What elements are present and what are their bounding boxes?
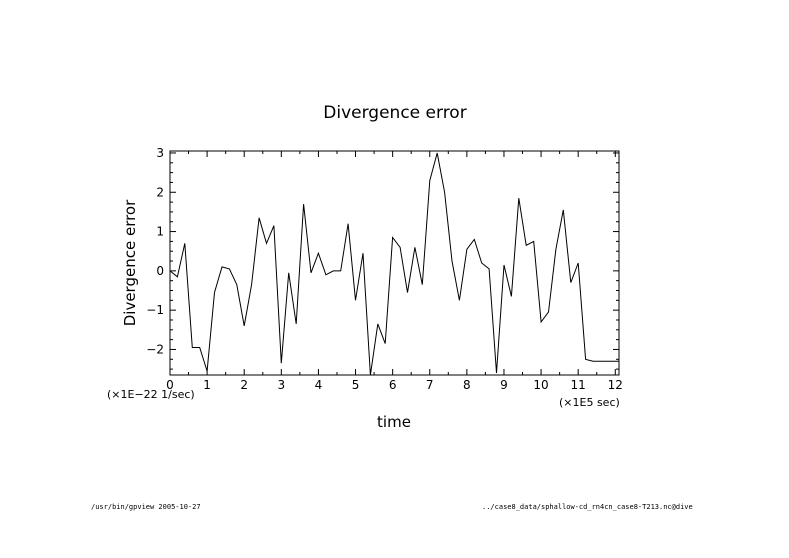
x-tick-label: 5 <box>352 378 360 392</box>
x-tick-label: 8 <box>463 378 471 392</box>
y-axis-label: Divergence error <box>121 199 139 326</box>
x-tick-label: 0 <box>166 378 174 392</box>
y-tick-label: 2 <box>156 185 164 199</box>
series-line <box>169 152 619 376</box>
x-tick-label: 9 <box>500 378 508 392</box>
y-tick-label: 0 <box>156 264 164 278</box>
y-tick-label: −1 <box>146 303 164 317</box>
x-tick-label: 1 <box>203 378 211 392</box>
x-tick-label: 2 <box>240 378 248 392</box>
y-axis: −2 −1 0 1 2 3 <box>146 146 619 370</box>
y-tick-label: 3 <box>156 146 164 160</box>
y-tick-label: −2 <box>146 342 164 356</box>
chart-title: Divergence error <box>323 103 466 123</box>
plot-frame <box>169 150 620 376</box>
x-axis: 0 1 2 3 4 5 6 7 8 9 10 11 12 <box>166 151 623 392</box>
x-tick-label: 11 <box>571 378 586 392</box>
x-tick-label: 6 <box>389 378 397 392</box>
x-tick-label: 3 <box>278 378 286 392</box>
x-axis-label: time <box>377 413 411 431</box>
footer-left-text: /usr/bin/gpview 2005-10-27 <box>91 503 201 511</box>
y-scale-label: (×1E−22 1/sec) <box>107 388 195 401</box>
footer-right-text: ../case8_data/sphallow-cd_rn4cn_case8-T2… <box>482 503 693 511</box>
x-scale-label: (×1E5 sec) <box>559 396 620 409</box>
x-tick-label: 10 <box>533 378 548 392</box>
x-tick-label: 4 <box>315 378 323 392</box>
x-tick-label: 12 <box>608 378 623 392</box>
x-tick-label: 7 <box>426 378 434 392</box>
y-tick-label: 1 <box>156 225 164 239</box>
